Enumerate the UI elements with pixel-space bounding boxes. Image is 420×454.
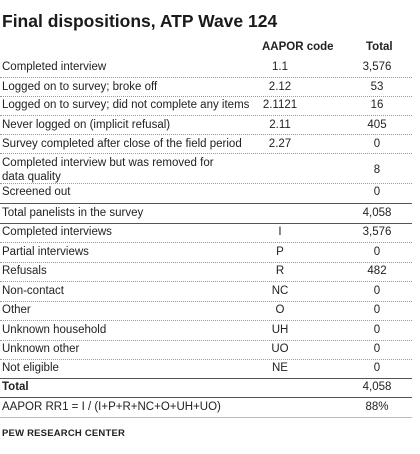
row-total: 0 bbox=[373, 285, 381, 297]
row-divider bbox=[0, 281, 412, 282]
row-label: Total bbox=[2, 381, 29, 393]
row-label: Survey completed after close of the fiel… bbox=[2, 138, 242, 150]
source-credit: PEW RESEARCH CENTER bbox=[2, 428, 126, 439]
row-divider bbox=[0, 153, 412, 154]
column-header-aapor-code: AAPOR code bbox=[262, 41, 334, 53]
row-total: 88% bbox=[365, 401, 389, 413]
row-label: Completed interview bbox=[2, 61, 107, 73]
row-total: 0 bbox=[373, 362, 381, 374]
row-label: Logged on to survey; did not complete an… bbox=[2, 99, 250, 111]
row-code: 2.1121 bbox=[262, 99, 298, 111]
row-code: 2.11 bbox=[269, 119, 291, 131]
row-label: Partial interviews bbox=[2, 246, 89, 258]
row-label: Completed interview but was removed for … bbox=[2, 157, 214, 183]
row-divider bbox=[0, 183, 412, 184]
row-total: 0 bbox=[373, 186, 381, 198]
row-divider bbox=[0, 242, 412, 243]
row-total: 0 bbox=[373, 324, 381, 336]
row-total: 8 bbox=[373, 164, 381, 176]
section-divider bbox=[0, 397, 412, 398]
row-code: R bbox=[275, 265, 285, 277]
row-total: 0 bbox=[373, 138, 381, 150]
row-label: Unknown household bbox=[2, 324, 107, 336]
row-total: 4,058 bbox=[362, 381, 392, 393]
row-total: 482 bbox=[367, 265, 387, 277]
row-code: UH bbox=[271, 324, 289, 336]
row-divider bbox=[0, 359, 412, 360]
row-divider bbox=[0, 134, 412, 135]
row-total: 4,058 bbox=[362, 207, 392, 219]
row-divider bbox=[0, 301, 412, 302]
row-label: AAPOR RR1 = I / (I+P+R+NC+O+UH+UO) bbox=[2, 401, 221, 413]
row-code: NE bbox=[272, 362, 288, 374]
row-code: 2.27 bbox=[268, 138, 292, 150]
row-label: Logged on to survey; broke off bbox=[2, 81, 158, 93]
row-total: 3,576 bbox=[362, 226, 392, 238]
row-total: 16 bbox=[370, 99, 384, 111]
row-label: Refusals bbox=[2, 265, 47, 277]
row-total: 3,576 bbox=[362, 61, 392, 73]
row-label: Completed interviews bbox=[2, 226, 112, 238]
row-code: UO bbox=[271, 343, 289, 355]
row-label: Non-contact bbox=[2, 285, 65, 297]
row-label: Other bbox=[2, 304, 31, 316]
table-title: Final dispositions, ATP Wave 124 bbox=[2, 11, 278, 31]
column-header-total: Total bbox=[366, 41, 393, 53]
row-code: O bbox=[275, 304, 285, 316]
section-divider bbox=[0, 378, 412, 379]
row-label: Total panelists in the survey bbox=[2, 207, 144, 219]
row-divider bbox=[0, 320, 412, 321]
row-label: Not eligible bbox=[2, 362, 59, 374]
row-total: 0 bbox=[373, 343, 381, 355]
row-code: 1.1 bbox=[272, 61, 288, 73]
row-divider bbox=[0, 340, 412, 341]
row-code: I bbox=[278, 226, 282, 238]
row-total: 53 bbox=[370, 81, 384, 93]
table-row: Completed interview but was removed for … bbox=[0, 156, 412, 184]
row-divider bbox=[0, 77, 412, 78]
section-divider bbox=[0, 203, 412, 204]
row-total: 405 bbox=[367, 119, 387, 131]
row-total: 0 bbox=[373, 304, 381, 316]
row-code: 2.12 bbox=[268, 81, 292, 93]
table-bottom-rule bbox=[0, 417, 412, 418]
row-total: 0 bbox=[373, 246, 381, 258]
row-code: P bbox=[276, 246, 284, 258]
row-divider bbox=[0, 96, 412, 97]
row-label: Unknown other bbox=[2, 343, 80, 355]
row-label: Screened out bbox=[2, 186, 71, 198]
row-divider bbox=[0, 262, 412, 263]
row-label: Never logged on (implicit refusal) bbox=[2, 119, 171, 131]
section-divider bbox=[0, 223, 412, 224]
row-divider bbox=[0, 115, 412, 116]
row-code: NC bbox=[271, 285, 289, 297]
